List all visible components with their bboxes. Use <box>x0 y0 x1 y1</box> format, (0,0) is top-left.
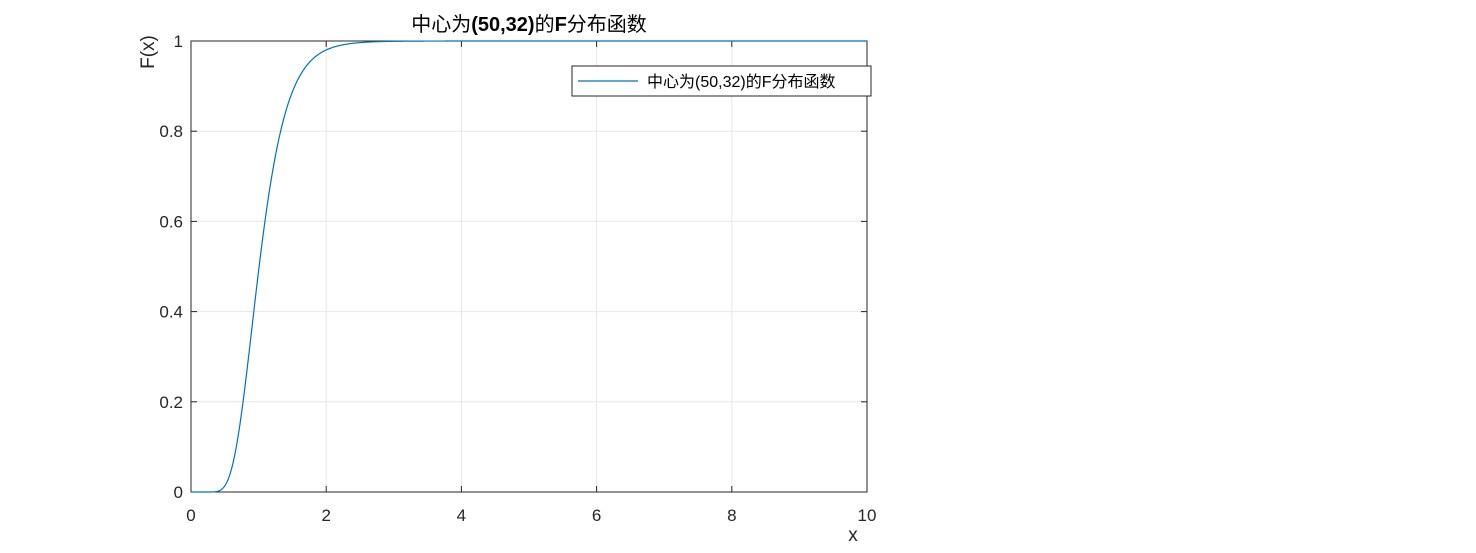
y-tick-label: 0.8 <box>159 122 183 141</box>
plot-background <box>191 41 867 492</box>
y-tick-label: 0.2 <box>159 393 183 412</box>
tick-marks <box>190 40 868 493</box>
y-tick-label: 0.6 <box>159 212 183 231</box>
y-tick-label: 1 <box>174 32 183 51</box>
legend: 中心为(50,32)的F分布函数 <box>571 65 872 97</box>
grid-lines <box>191 41 867 492</box>
y-tick-label: 0.4 <box>159 303 183 322</box>
series-layer <box>191 40 867 493</box>
series-line <box>191 40 867 493</box>
x-tick-label: 2 <box>321 506 330 525</box>
y-tick-label: 0 <box>174 483 183 502</box>
x-tick-label: 8 <box>727 506 736 525</box>
legend-entry-label: 中心为(50,32)的F分布函数 <box>647 73 835 91</box>
x-axis-label: x <box>848 525 858 546</box>
y-axis-label: F(x) <box>138 35 159 69</box>
x-tick-label: 10 <box>858 506 877 525</box>
x-tick-labels: 0 2 4 6 8 10 <box>186 506 876 525</box>
x-tick-label: 0 <box>186 506 195 525</box>
y-tick-labels: 0 0.2 0.4 0.6 0.8 1 <box>159 32 183 502</box>
x-tick-label: 6 <box>592 506 601 525</box>
x-tick-label: 4 <box>457 506 466 525</box>
chart-title: 中心为(50,32)的F分布函数 <box>411 13 647 36</box>
